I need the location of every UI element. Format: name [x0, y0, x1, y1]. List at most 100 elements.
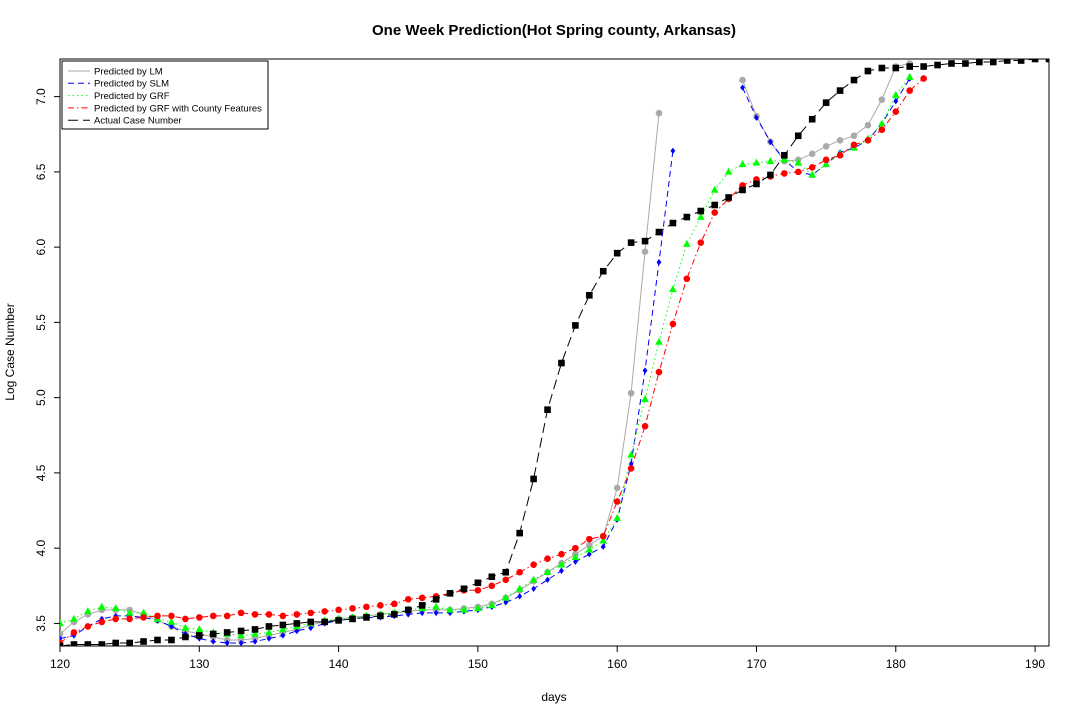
data-point: [195, 632, 203, 639]
data-point: [683, 239, 691, 247]
data-point: [112, 639, 120, 646]
data-point: [906, 63, 914, 70]
data-point: [502, 568, 510, 576]
x-tick-label: 120: [50, 657, 70, 671]
data-point: [586, 550, 592, 558]
data-point: [321, 618, 328, 626]
data-point: [585, 545, 594, 553]
data-point: [503, 599, 509, 606]
data-point: [934, 61, 941, 69]
plot-area: [59, 58, 1050, 647]
data-point: [294, 627, 300, 635]
data-point: [182, 615, 189, 623]
data-point: [1003, 59, 1011, 64]
data-point: [599, 267, 607, 275]
y-tick-label: 3.5: [34, 615, 48, 632]
data-point: [98, 641, 106, 646]
data-point: [97, 602, 106, 610]
data-point: [237, 609, 245, 617]
data-point: [447, 609, 453, 617]
data-point: [349, 615, 356, 623]
data-point: [754, 114, 759, 121]
data-point: [740, 84, 745, 91]
data-point: [195, 614, 203, 621]
data-point: [781, 170, 788, 177]
data-point: [293, 611, 301, 618]
x-tick-label: 180: [886, 657, 906, 671]
data-point: [238, 639, 244, 646]
data-point: [544, 555, 551, 563]
data-point: [1031, 59, 1039, 63]
legend-label: Actual Case Number: [94, 116, 182, 127]
data-point: [850, 132, 858, 140]
data-point: [60, 642, 64, 646]
data-point: [655, 109, 663, 117]
data-point: [613, 498, 621, 505]
data-point: [794, 168, 802, 176]
y-tick-label: 4.5: [34, 464, 48, 481]
x-tick-label: 160: [607, 657, 627, 671]
data-point: [488, 582, 496, 590]
x-tick-label: 190: [1025, 657, 1045, 671]
data-point: [307, 609, 315, 617]
data-point: [710, 185, 719, 193]
x-tick-label: 150: [468, 657, 488, 671]
data-point: [780, 155, 789, 163]
series-4: [60, 59, 1049, 646]
data-point: [557, 560, 566, 568]
data-point: [878, 96, 886, 103]
data-point: [669, 285, 677, 293]
data-point: [808, 115, 816, 123]
data-point: [669, 320, 677, 328]
data-point: [696, 212, 705, 220]
x-tick-label: 170: [746, 657, 766, 671]
data-point: [864, 136, 872, 144]
data-point: [586, 292, 593, 299]
data-point: [836, 136, 844, 144]
data-point: [530, 475, 537, 483]
legend-label: Predicted by SLM: [94, 79, 169, 90]
series-0: [60, 60, 914, 644]
data-point: [892, 64, 900, 72]
data-point: [502, 576, 510, 584]
data-point: [697, 207, 705, 215]
data-point: [419, 609, 425, 617]
data-point: [655, 337, 663, 345]
data-point: [293, 620, 301, 627]
data-point: [252, 638, 258, 645]
data-point: [266, 635, 272, 642]
data-point: [641, 422, 649, 430]
data-point: [182, 633, 189, 641]
data-point: [920, 75, 927, 82]
data-point: [739, 186, 746, 194]
data-point: [516, 529, 523, 537]
data-point: [891, 90, 900, 98]
x-tick-label: 140: [329, 657, 349, 671]
data-point: [446, 590, 454, 597]
data-point: [224, 639, 230, 646]
data-point: [627, 450, 635, 458]
data-point: [599, 532, 607, 540]
data-point: [781, 152, 788, 159]
data-point: [446, 605, 454, 613]
data-point: [711, 209, 718, 216]
data-point: [210, 638, 216, 645]
data-point: [391, 611, 398, 618]
data-point: [613, 484, 621, 492]
y-axis: 3.5 4.0 4.5 5.0 5.5 6.0 6.5 7.0: [34, 88, 60, 632]
data-point: [531, 585, 537, 593]
data-point: [60, 619, 64, 627]
data-point: [1045, 59, 1049, 63]
data-point: [168, 636, 175, 644]
data-point: [70, 629, 78, 636]
data-point: [98, 618, 106, 626]
series-line: [60, 59, 1049, 646]
data-point: [878, 126, 886, 134]
data-point: [418, 594, 426, 602]
data-point: [501, 593, 510, 601]
data-point: [377, 612, 384, 620]
data-point: [822, 160, 830, 168]
data-point: [140, 638, 147, 645]
data-point: [656, 258, 662, 266]
